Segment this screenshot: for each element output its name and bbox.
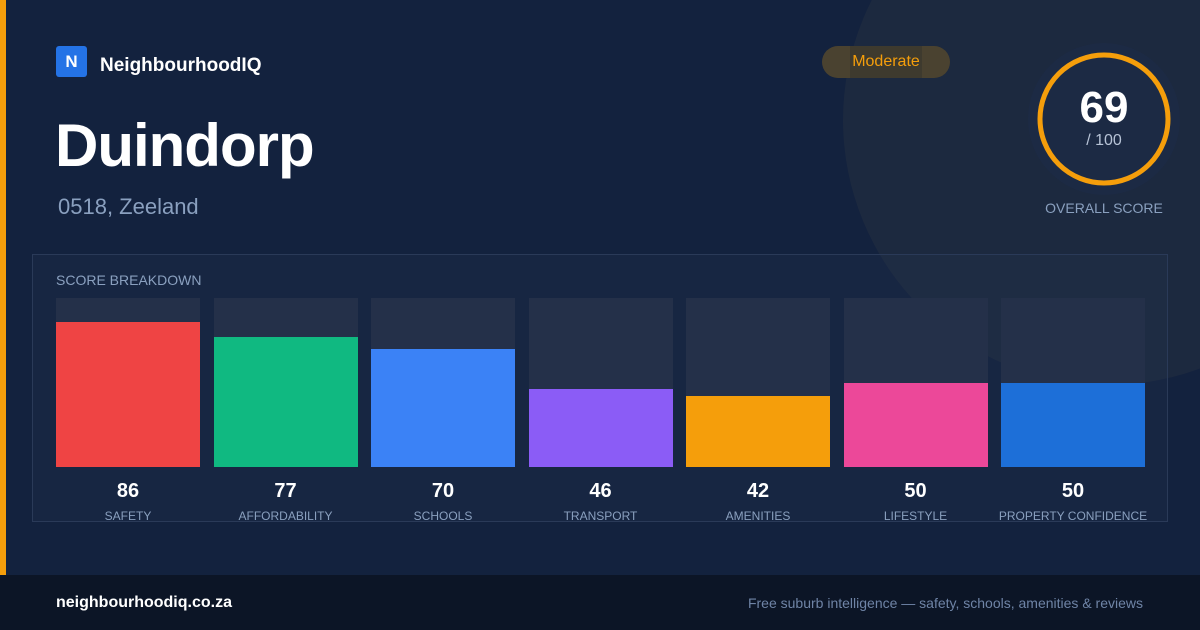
bar-value-label: 42 <box>746 480 770 502</box>
bar-track <box>528 298 673 467</box>
overall-score-max: / 100 <box>1086 132 1122 149</box>
bar-track <box>371 298 515 467</box>
bar-track <box>1001 298 1145 467</box>
bar-value-label: 70 <box>431 480 455 502</box>
rating-badge-label: Moderate <box>852 53 920 70</box>
bar-value-label: 50 <box>904 480 927 502</box>
bar-column: 70 SCHOOLS <box>371 298 515 523</box>
bar-column: 50 LIFESTYLE <box>843 298 988 523</box>
footer-tagline: Free suburb intelligence — safety, schoo… <box>747 595 1143 611</box>
bar-track <box>56 298 200 467</box>
bar-value-label: 46 <box>589 480 612 502</box>
bar-column: 77 AFFORDABILITY <box>213 298 358 523</box>
bar-column: 46 TRANSPORT <box>528 298 673 523</box>
bar <box>213 336 358 467</box>
bar-column: 86 SAFETY <box>56 298 200 523</box>
overall-score-value: 69 <box>1079 83 1129 132</box>
brand[interactable]: N NeighbourhoodIQ <box>56 46 261 77</box>
bar-category-label: TRANSPORT <box>563 509 638 523</box>
bar-value-label: 77 <box>274 480 297 502</box>
bar-track <box>843 298 988 467</box>
bar <box>843 382 988 467</box>
bar-track <box>686 298 830 467</box>
brand-logo-icon: N <box>56 46 87 77</box>
overall-score-ring <box>1028 43 1180 195</box>
bar-category-label: SAFETY <box>104 509 152 523</box>
bar-category-label: AMENITIES <box>725 509 791 523</box>
bar <box>371 348 515 467</box>
bar <box>528 389 673 467</box>
bar-column: 50 PROPERTY CONFIDENCE <box>999 298 1147 523</box>
bar <box>1001 382 1145 467</box>
bar-category-label: PROPERTY CONFIDENCE <box>998 509 1148 523</box>
bar-category-label: SCHOOLS <box>413 509 473 523</box>
score-ring-outer <box>1028 43 1180 195</box>
page-title: Duindorp <box>55 112 315 179</box>
bar-category-label: LIFESTYLE <box>883 509 948 523</box>
rating-badge: Moderate <box>822 46 950 78</box>
footer-domain[interactable]: neighbourhoodiq.co.za <box>56 594 232 611</box>
footer: neighbourhoodiq.co.za Free suburb intell… <box>0 575 1200 630</box>
accent-bar <box>0 0 6 575</box>
location-subtitle: 0518, Zeeland <box>58 194 199 219</box>
bar-track <box>213 298 358 467</box>
score-breakdown-panel: SCORE BREAKDOWN 86 SAFETY 77 AFFORDABILITY 7… <box>32 254 1168 523</box>
bar <box>56 321 200 467</box>
score-ring-progress <box>1037 52 1171 186</box>
bar-value-label: 86 <box>116 480 140 502</box>
bar-column: 42 AMENITIES <box>686 298 830 523</box>
bar <box>686 396 830 467</box>
bar-category-label: AFFORDABILITY <box>238 509 333 523</box>
breakdown-title: SCORE BREAKDOWN <box>56 272 202 288</box>
overall-score-label: OVERALL SCORE <box>1045 200 1163 216</box>
breakdown-bar-chart: 86 SAFETY 77 AFFORDABILITY 70 SCHOOLS 46 TRANSP… <box>56 298 1147 523</box>
bar-value-label: 50 <box>1061 480 1085 502</box>
brand-name: NeighbourhoodIQ <box>100 55 262 76</box>
